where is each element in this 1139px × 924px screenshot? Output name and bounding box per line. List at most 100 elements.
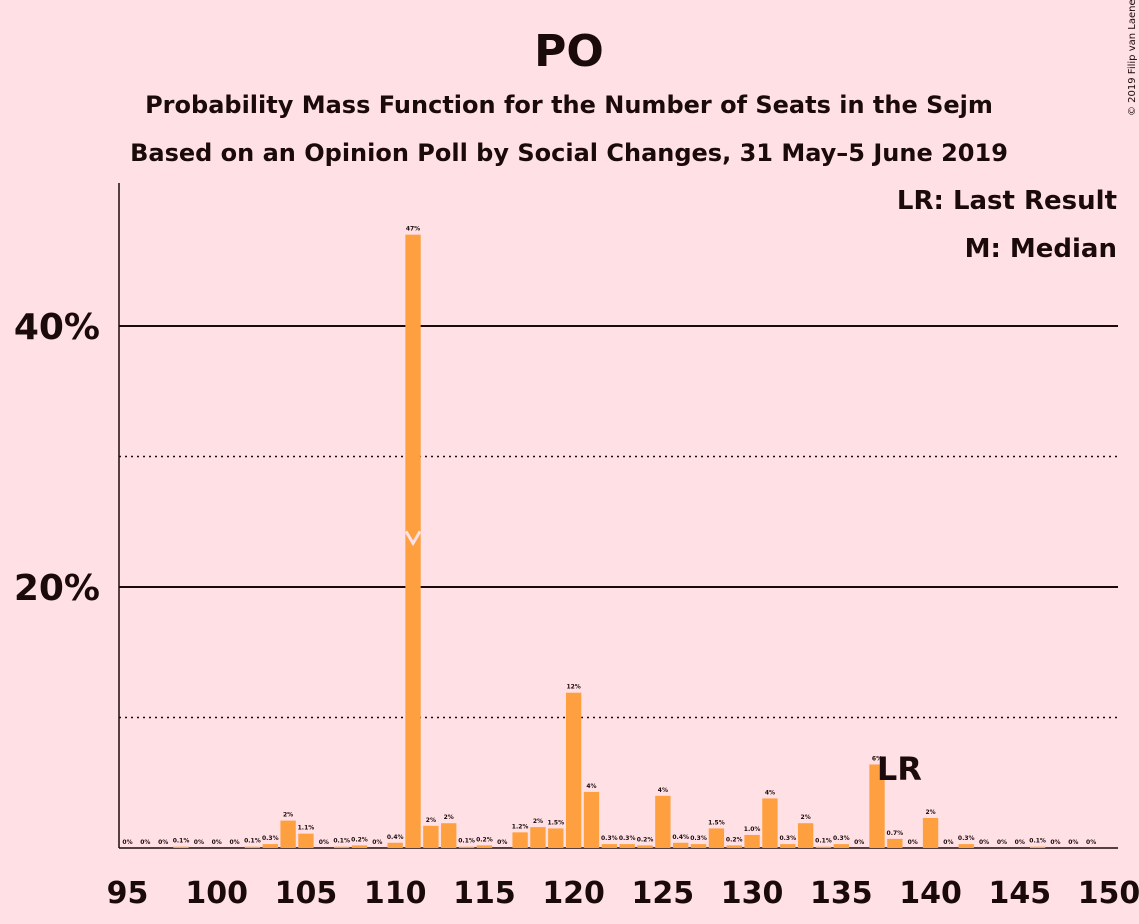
data-labels: 0% 0% 0% 0.1% 0% 0% 0% 0.1% 0.3%2%1.1%0% 0.1% 0.2%…: [122, 226, 1096, 846]
copyright-notice: © 2019 Filip van Laenen: [1127, 0, 1138, 116]
data-label: 47%: [406, 226, 420, 233]
y-tick-label: 20%: [14, 568, 100, 609]
data-label: 0.1%: [815, 838, 832, 845]
x-tick-label: 120: [542, 876, 605, 911]
bar: [458, 846, 475, 848]
data-label: 1.5%: [708, 819, 725, 826]
data-label: 4%: [658, 787, 668, 794]
y-tick-labels: 20% 40%: [14, 307, 100, 609]
data-label: 0%: [229, 839, 239, 846]
x-tick-label: 95: [107, 876, 149, 911]
chart-subtitle: Probability Mass Function for the Number…: [145, 91, 993, 119]
data-label: 1.2%: [512, 823, 529, 830]
bar: [887, 838, 903, 848]
markers: LR: [404, 530, 922, 788]
bar: [441, 823, 457, 848]
bar: [780, 844, 796, 848]
chart-subtitle-2: Based on an Opinion Poll by Social Chang…: [130, 139, 1008, 167]
data-label: 0%: [854, 839, 864, 846]
data-label: 0.3%: [958, 835, 975, 842]
data-label: 4%: [586, 783, 596, 790]
data-label: 0%: [943, 839, 953, 846]
x-tick-label: 110: [364, 876, 427, 911]
bar: [958, 844, 974, 848]
data-label: 0.2%: [476, 836, 493, 843]
data-label: 0%: [1050, 839, 1060, 846]
bar: [583, 791, 600, 848]
legend-last-result: LR: Last Result: [897, 186, 1117, 216]
data-label: 2%: [283, 812, 293, 819]
data-label: 0%: [212, 839, 222, 846]
data-label: 0.2%: [726, 836, 743, 843]
data-label: 0%: [1015, 839, 1025, 846]
x-tick-label: 130: [721, 876, 784, 911]
data-label: 0.3%: [262, 835, 279, 842]
data-label: 0.3%: [690, 835, 707, 842]
bar: [244, 846, 261, 848]
bar: [565, 692, 582, 848]
gridlines: [119, 325, 1118, 719]
bar: [708, 828, 725, 848]
bar: [922, 817, 939, 848]
bar: [601, 844, 618, 848]
bar: [673, 842, 689, 848]
data-label: 0%: [908, 839, 918, 846]
bar: [869, 764, 885, 848]
bar: [815, 846, 832, 848]
bar: [333, 846, 350, 848]
bar: [619, 844, 635, 848]
y-tick-label: 40%: [14, 307, 100, 348]
x-tick-label: 105: [275, 876, 338, 911]
data-label: 4%: [765, 789, 775, 796]
bar: [833, 844, 849, 848]
data-label: 2%: [533, 818, 543, 825]
x-tick-label: 100: [185, 876, 248, 911]
x-tick-label: 140: [899, 876, 962, 911]
bar: [690, 844, 707, 848]
data-label: 0.3%: [619, 835, 636, 842]
data-label: 0%: [1068, 839, 1078, 846]
x-tick-labels: 95 100 105 110 115 120 125 130 135 140 145 150: [107, 876, 1139, 911]
x-tick-label: 135: [810, 876, 873, 911]
data-label: 0.1%: [244, 838, 261, 845]
bar: [744, 834, 760, 848]
data-label: 2%: [801, 814, 811, 821]
chart-title: PO: [534, 26, 604, 77]
data-label: 0%: [194, 839, 204, 846]
data-label: 0.1%: [1029, 838, 1046, 845]
data-label: 0%: [997, 839, 1007, 846]
x-tick-label: 150: [1078, 876, 1139, 911]
data-label: 0.2%: [351, 836, 368, 843]
data-label: 12%: [566, 684, 580, 691]
bar: [762, 798, 778, 848]
bar: [512, 832, 528, 848]
bar: [797, 823, 814, 848]
data-label: 0%: [319, 839, 329, 846]
data-label: 0.2%: [637, 836, 654, 843]
data-label: 0.3%: [601, 835, 618, 842]
data-label: 0.1%: [333, 838, 350, 845]
data-label: 0%: [372, 839, 382, 846]
median-marker: [404, 530, 422, 547]
data-label: 2%: [925, 809, 935, 816]
data-label: 0%: [1086, 839, 1096, 846]
x-tick-label: 125: [632, 876, 695, 911]
bar: [280, 820, 296, 848]
bar: [637, 845, 653, 848]
data-label: 1.1%: [298, 825, 315, 832]
data-label: 2%: [444, 814, 454, 821]
data-label: 0%: [497, 839, 507, 846]
bar: [262, 844, 278, 848]
data-label: 0.3%: [833, 835, 850, 842]
bar: [655, 795, 671, 848]
bar: [351, 845, 368, 848]
data-label: 0%: [158, 839, 168, 846]
bar: [173, 846, 189, 848]
bar: [548, 828, 564, 848]
data-label: 0.3%: [779, 835, 796, 842]
data-label: 0.4%: [672, 834, 689, 841]
data-label: 0%: [140, 839, 150, 846]
data-label: 0.4%: [387, 834, 404, 841]
data-label: 0%: [122, 839, 132, 846]
